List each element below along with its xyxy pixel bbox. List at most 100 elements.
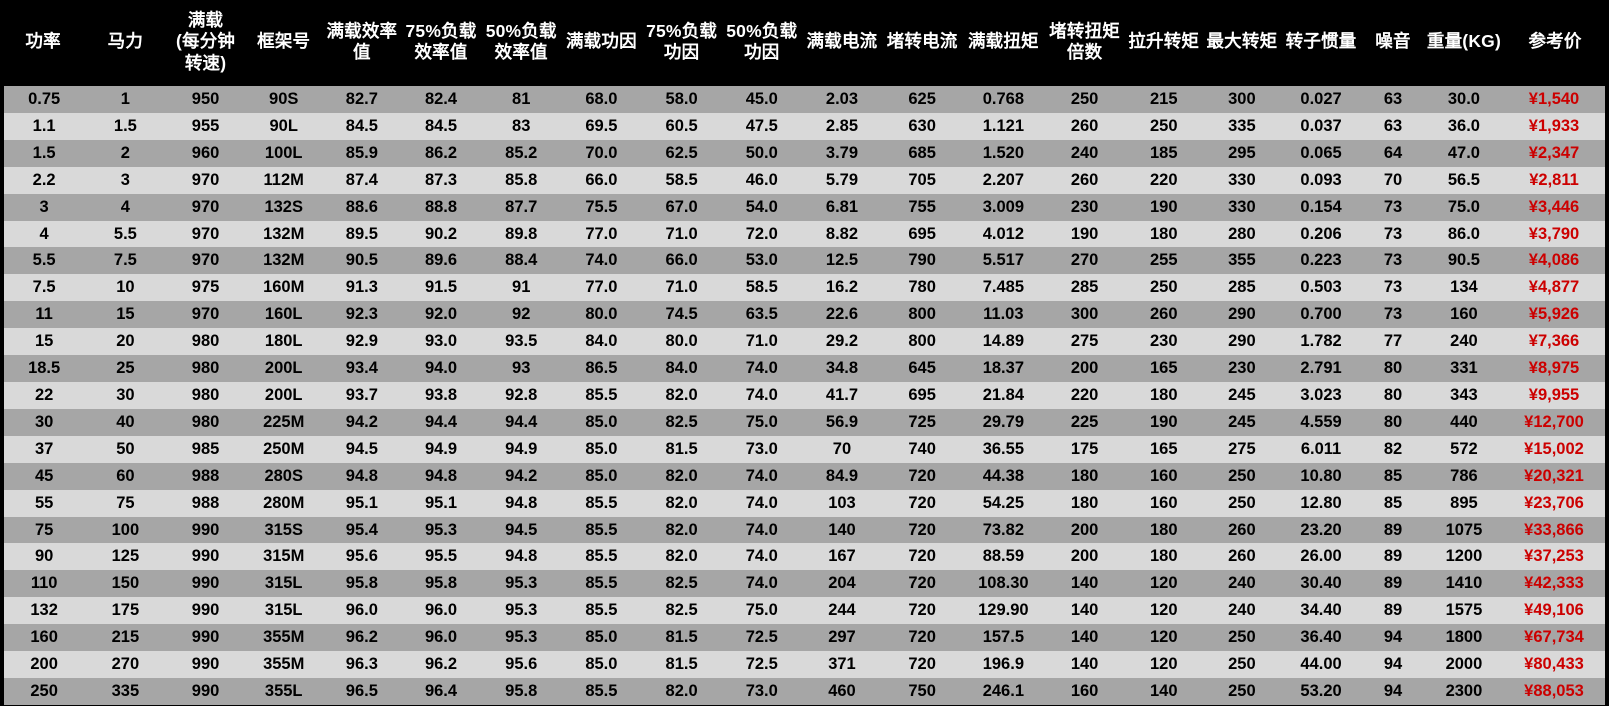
data-cell: 244 [801,597,883,625]
data-cell: 260 [1124,301,1203,329]
data-cell: 355M [244,624,323,652]
data-cell: 91.5 [400,274,482,302]
price-cell: ¥4,086 [1503,247,1609,275]
price-cell: ¥37,253 [1503,543,1609,571]
data-cell: 1 [84,86,167,113]
data-cell: 85.9 [322,139,401,167]
data-cell: 3.79 [801,139,883,167]
data-cell: 85.0 [561,624,642,652]
table-row: 250 335 990 355L 96.5 96.4 95.8 85.5 82.0 73.0 460… [0,677,1609,705]
data-cell: 1.520 [962,139,1045,167]
data-cell: 77 [1361,328,1425,356]
data-cell: 0.700 [1280,301,1362,329]
data-cell: 270 [1044,247,1125,275]
data-cell: 74.0 [721,543,802,571]
data-cell: 94.0 [400,355,482,382]
column-header-0: 功率 [2,0,85,86]
data-cell: 630 [882,112,963,140]
data-cell: 0.154 [1280,193,1362,221]
data-cell: 1410 [1424,570,1504,598]
price-cell: ¥3,790 [1503,220,1609,248]
data-cell: 0.223 [1280,247,1362,275]
data-cell: 95.5 [400,543,482,571]
data-cell: 93.5 [481,328,562,356]
data-cell: 34.40 [1280,597,1362,625]
column-header-3: 框架号 [244,0,323,86]
data-cell: 200L [244,381,323,409]
data-cell: 190 [1044,220,1125,248]
data-cell: 112M [244,166,323,194]
price-cell: ¥9,955 [1503,381,1609,409]
data-cell: 970 [166,247,245,275]
data-cell: 990 [166,597,245,625]
data-cell: 94.8 [481,489,562,517]
data-cell: 260 [1044,112,1125,140]
data-cell: 58.0 [641,86,722,113]
data-cell: 82.7 [322,86,401,113]
data-cell: 87.4 [322,166,401,194]
data-cell: 160L [244,301,323,329]
data-cell: 58.5 [721,274,802,302]
data-cell: 93.4 [322,355,401,382]
data-cell: 84.0 [641,355,722,382]
price-cell: ¥7,366 [1503,328,1609,356]
data-cell: 94.5 [322,435,401,463]
data-cell: 1575 [1424,597,1504,625]
data-cell: 2.85 [801,112,883,140]
data-cell: 750 [882,677,963,705]
data-cell: 96.2 [322,624,401,652]
data-cell: 75.0 [1424,193,1504,221]
data-cell: 85.5 [561,597,642,625]
column-header-1: 马力 [84,0,167,86]
data-cell: 720 [882,543,963,571]
data-cell: 14.89 [962,328,1045,356]
data-cell: 460 [801,677,883,705]
data-cell: 160M [244,274,323,302]
data-cell: 980 [166,355,245,382]
data-cell: 92.0 [400,301,482,329]
data-cell: 30.0 [1424,86,1504,113]
data-cell: 93.8 [400,381,482,409]
data-cell: 230 [1202,355,1281,382]
data-cell: 1.5 [84,112,167,140]
data-cell: 275 [1044,328,1125,356]
data-cell: 250 [1202,624,1281,652]
data-cell: 73 [1361,220,1425,248]
data-cell: 45 [0,462,85,490]
table-row: 5.5 7.5 970 132M 90.5 89.6 88.4 74.0 66.0 53.0 12.… [0,247,1609,275]
data-cell: 25 [84,355,167,382]
data-cell: 280 [1202,220,1281,248]
data-cell: 94.8 [481,543,562,571]
data-cell: 94.4 [481,408,562,436]
table-body: 0.75 1 950 90S 82.7 82.4 81 68.0 58.0 45.0 2.03 625… [0,86,1609,705]
price-cell: ¥5,926 [1503,301,1609,329]
data-cell: 86.5 [561,355,642,382]
data-cell: 85.5 [561,489,642,517]
price-cell: ¥15,002 [1503,435,1609,463]
column-header-11: 堵转电流 [882,0,963,86]
data-cell: 0.75 [0,86,85,113]
data-cell: 140 [1044,624,1125,652]
data-cell: 165 [1124,435,1203,463]
data-cell: 88.59 [962,543,1045,571]
data-cell: 81 [481,86,562,113]
data-cell: 695 [882,220,963,248]
data-cell: 786 [1424,462,1504,490]
data-cell: 85.0 [561,462,642,490]
price-cell: ¥4,877 [1503,274,1609,302]
data-cell: 95.1 [400,489,482,517]
data-cell: 285 [1202,274,1281,302]
data-cell: 990 [166,677,245,705]
data-cell: 125 [84,543,167,571]
data-cell: 74.0 [721,570,802,598]
data-cell: 30.40 [1280,570,1362,598]
data-cell: 81.5 [641,624,722,652]
data-cell: 90S [244,86,323,113]
data-cell: 70 [801,435,883,463]
data-cell: 74.5 [641,301,722,329]
data-cell: 3 [84,166,167,194]
data-cell: 71.0 [721,328,802,356]
data-cell: 157.5 [962,624,1045,652]
data-cell: 215 [84,624,167,652]
data-cell: 240 [1424,328,1504,356]
